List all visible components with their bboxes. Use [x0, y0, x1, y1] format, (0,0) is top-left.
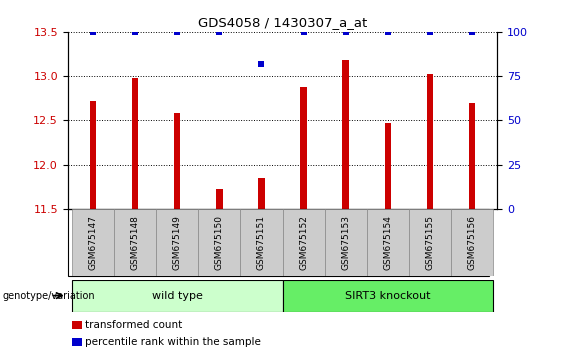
- Bar: [72, 338, 81, 346]
- Bar: [325, 209, 367, 276]
- Bar: [427, 74, 433, 209]
- Bar: [132, 78, 138, 209]
- Bar: [198, 209, 240, 276]
- Bar: [72, 280, 282, 312]
- Bar: [409, 209, 451, 276]
- Point: [215, 29, 224, 35]
- Text: GSM675151: GSM675151: [257, 215, 266, 270]
- Bar: [216, 189, 223, 209]
- Text: genotype/variation: genotype/variation: [3, 291, 95, 301]
- Point: [425, 29, 434, 35]
- Point: [341, 29, 350, 35]
- Text: GSM675156: GSM675156: [467, 215, 476, 270]
- Bar: [174, 113, 180, 209]
- Bar: [451, 209, 493, 276]
- Bar: [469, 103, 475, 209]
- Text: SIRT3 knockout: SIRT3 knockout: [345, 291, 431, 301]
- Bar: [385, 123, 391, 209]
- Point: [383, 29, 392, 35]
- Point: [131, 29, 140, 35]
- Point: [467, 29, 476, 35]
- Text: GSM675150: GSM675150: [215, 215, 224, 270]
- Text: percentile rank within the sample: percentile rank within the sample: [85, 337, 261, 347]
- Bar: [72, 209, 114, 276]
- Text: GSM675152: GSM675152: [299, 215, 308, 270]
- Bar: [342, 60, 349, 209]
- Bar: [301, 87, 307, 209]
- Text: GSM675149: GSM675149: [173, 215, 182, 270]
- Bar: [72, 321, 81, 329]
- Bar: [114, 209, 156, 276]
- Bar: [240, 209, 282, 276]
- Text: transformed count: transformed count: [85, 320, 182, 330]
- Text: GSM675147: GSM675147: [89, 215, 98, 270]
- Bar: [282, 280, 493, 312]
- Text: GSM675148: GSM675148: [131, 215, 140, 270]
- Bar: [90, 101, 96, 209]
- Point: [257, 61, 266, 67]
- Point: [173, 29, 182, 35]
- Bar: [156, 209, 198, 276]
- Text: GSM675155: GSM675155: [425, 215, 434, 270]
- Bar: [258, 178, 264, 209]
- Point: [89, 29, 98, 35]
- Bar: [367, 209, 409, 276]
- Title: GDS4058 / 1430307_a_at: GDS4058 / 1430307_a_at: [198, 16, 367, 29]
- Text: GSM675153: GSM675153: [341, 215, 350, 270]
- Point: [299, 29, 308, 35]
- Bar: [282, 209, 325, 276]
- Text: GSM675154: GSM675154: [383, 215, 392, 270]
- Text: wild type: wild type: [152, 291, 203, 301]
